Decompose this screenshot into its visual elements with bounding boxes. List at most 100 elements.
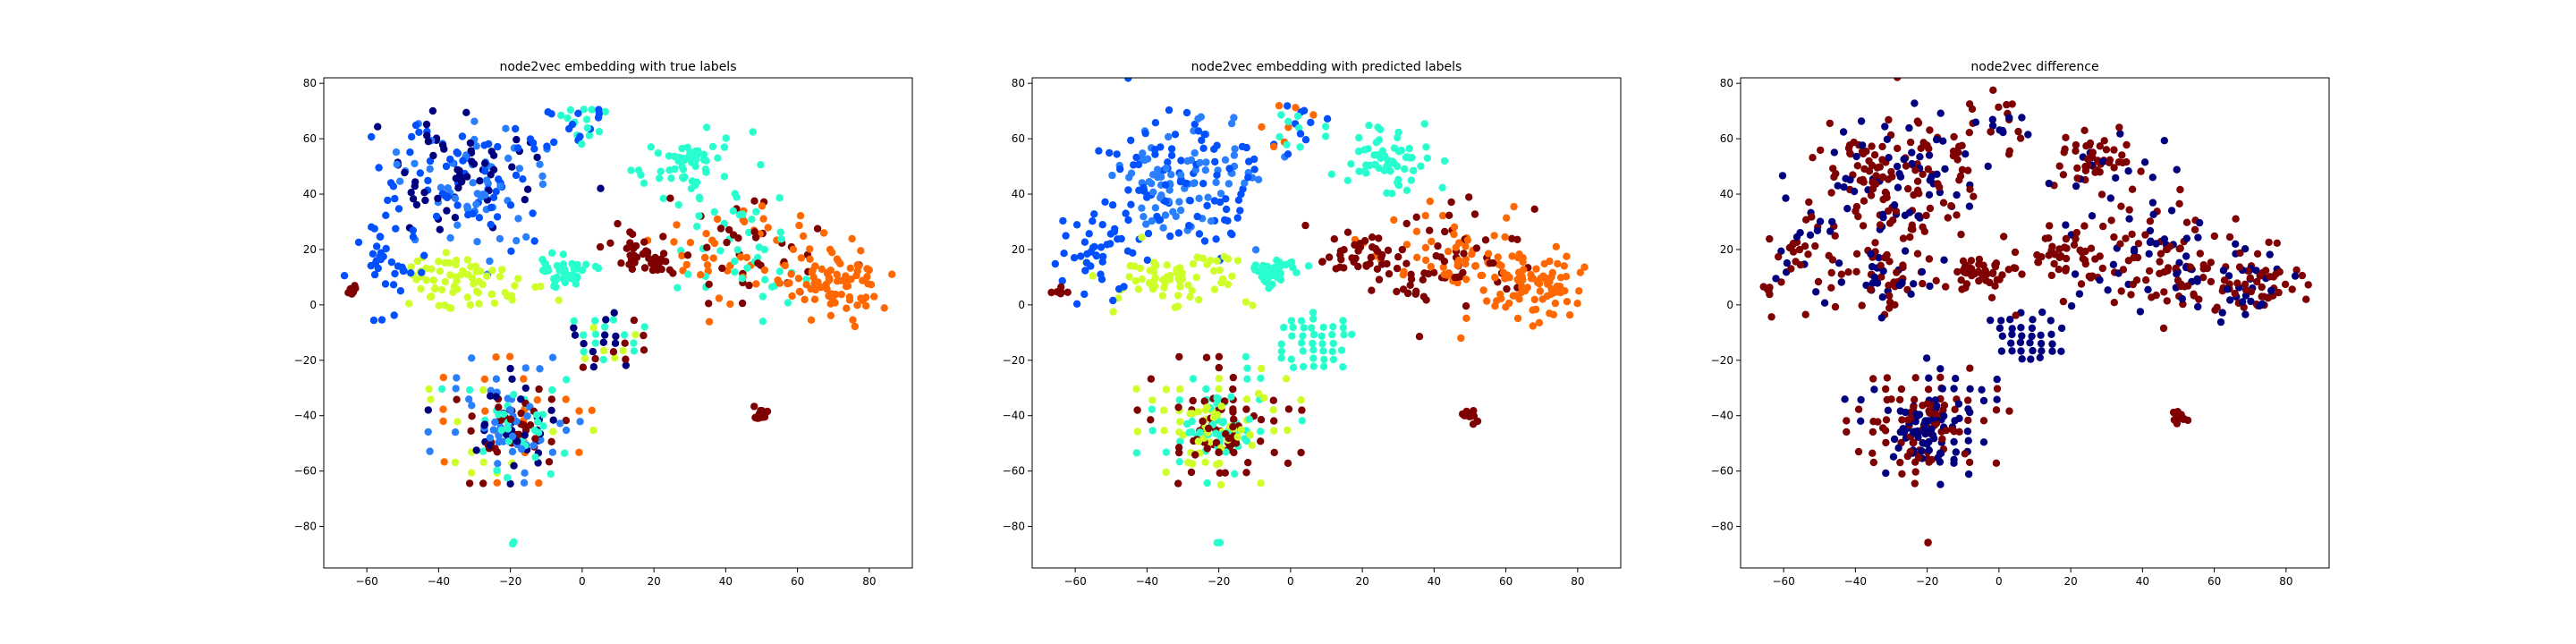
scatter-point: [445, 304, 453, 312]
scatter-point: [1378, 147, 1387, 155]
scatter-point: [2134, 240, 2143, 248]
scatter-point: [1426, 197, 1435, 206]
scatter-point: [1878, 210, 1887, 218]
scatter-point: [789, 245, 798, 253]
scatter-point: [2159, 324, 2168, 333]
scatter-point: [1085, 230, 1093, 238]
scatter-point: [787, 270, 795, 278]
scatter-point: [1964, 436, 1972, 445]
scatter-point: [662, 258, 670, 266]
scatter-point: [1881, 188, 1890, 197]
x-tick-label: −20: [1208, 575, 1230, 588]
scatter-point: [489, 426, 497, 434]
scatter-point: [1377, 125, 1385, 133]
scatter-point: [1508, 252, 1516, 260]
scatter-point: [480, 375, 489, 384]
scatter-point: [1816, 217, 1825, 225]
scatter-point: [1868, 142, 1876, 150]
scatter-point: [2224, 285, 2232, 293]
scatter-point: [1383, 259, 1391, 268]
scatter-point: [1297, 396, 1305, 404]
x-tick-label: 60: [791, 575, 804, 588]
scatter-point: [474, 289, 482, 297]
scatter-point: [1563, 252, 1571, 260]
scatter-point: [425, 385, 433, 394]
y-tick-label: −80: [1003, 521, 1025, 533]
scatter-point: [1885, 281, 1893, 290]
scatter-point: [796, 212, 805, 220]
scatter-point: [1811, 242, 1819, 250]
scatter-point: [482, 176, 491, 184]
scatter-point: [1242, 469, 1250, 477]
scatter-point: [1813, 226, 1822, 234]
scatter-point: [1899, 263, 1907, 272]
scatter-point: [1531, 305, 1540, 314]
scatter-point: [1905, 123, 1913, 132]
scatter-point: [1878, 424, 1887, 432]
scatter-point: [1329, 339, 1337, 348]
scatter-point: [1857, 117, 1866, 125]
scatter-point: [1179, 431, 1188, 439]
scatter-point: [2088, 212, 2097, 220]
scatter-point: [2304, 281, 2312, 289]
scatter-point: [1827, 268, 1835, 277]
scatter-point: [1942, 283, 1950, 291]
scatter-point: [1874, 418, 1882, 426]
scatter-point: [1275, 132, 1284, 141]
scatter-point: [1988, 122, 1997, 130]
scatter-point: [1964, 416, 1972, 425]
scatter-point: [2195, 218, 2204, 227]
scatter-point: [1947, 202, 1955, 210]
scatter-point: [514, 215, 522, 223]
scatter-point: [573, 260, 581, 269]
scatter-point: [1942, 427, 1950, 435]
scatter-point: [2144, 285, 2152, 293]
scatter-point: [483, 272, 491, 280]
scatter-point: [2089, 148, 2097, 157]
scatter-point: [1887, 395, 1895, 403]
scatter-point: [1549, 287, 1557, 296]
scatter-point: [352, 284, 360, 292]
scatter-point: [1894, 144, 1902, 153]
scatter-point: [533, 411, 541, 419]
scatter-point: [1347, 160, 1355, 168]
scatter-point: [1229, 385, 1237, 394]
scatter-point: [481, 407, 489, 415]
scatter-point: [1175, 352, 1183, 361]
scatter-point: [1940, 411, 1948, 420]
scatter-point: [2163, 245, 2172, 254]
scatter-point: [411, 159, 419, 168]
scatter-point: [862, 293, 870, 301]
scatter-point: [1216, 432, 1224, 440]
scatter-point: [374, 123, 382, 131]
scatter-point: [843, 304, 851, 312]
scatter-point: [489, 193, 498, 201]
scatter-point: [2252, 267, 2260, 275]
scatter-point: [1894, 183, 1902, 191]
scatter-point: [2006, 316, 2014, 324]
scatter-point: [517, 445, 526, 453]
scatter-point: [1454, 256, 1463, 265]
scatter-point: [1954, 142, 1963, 150]
scatter-point: [1499, 268, 1508, 276]
scatter-point: [2146, 238, 2155, 247]
scatter-point: [1343, 176, 1352, 184]
scatter-point: [440, 458, 448, 466]
scatter-point: [1185, 222, 1193, 230]
scatter-point: [494, 142, 502, 151]
scatter-point: [1186, 197, 1195, 205]
scatter-point: [1450, 223, 1459, 231]
scatter-point: [502, 124, 510, 132]
scatter-point: [472, 142, 480, 150]
scatter-point: [1221, 469, 1230, 477]
scatter-point: [396, 287, 405, 295]
scatter-point: [1497, 294, 1505, 302]
scatter-point: [1354, 262, 1362, 271]
scatter-point: [1200, 397, 1208, 405]
scatter-point: [2182, 252, 2190, 260]
scatter-point: [1297, 448, 1305, 457]
scatter-point: [1778, 172, 1787, 180]
y-tick-label: 60: [1012, 132, 1025, 145]
scatter-point: [429, 276, 438, 284]
scatter-point: [1869, 458, 1877, 467]
